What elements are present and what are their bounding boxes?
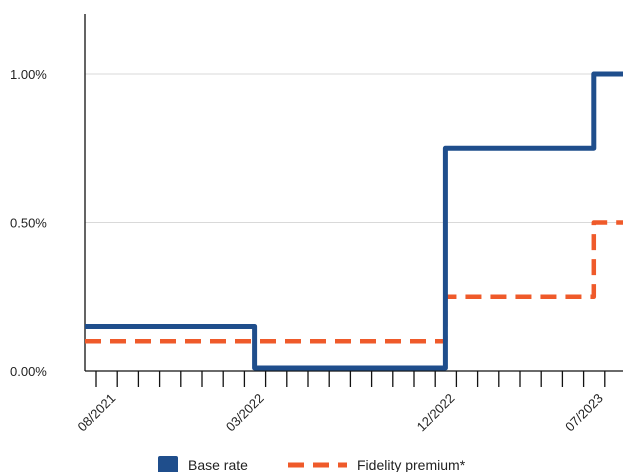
x-tick-label: 08/2021 (74, 391, 118, 435)
base-rate-line (85, 71, 623, 371)
x-tick-label: 03/2022 (223, 391, 267, 435)
y-tick-label: 0.00% (10, 364, 47, 379)
grid (85, 73, 623, 223)
x-tick-label: 07/2023 (562, 391, 606, 435)
legend-swatch-base-rate (158, 456, 178, 472)
legend-label-base-rate: Base rate (188, 457, 248, 472)
x-tick-label: 12/2022 (414, 391, 458, 435)
legend: Base rate Fidelity premium* (158, 456, 466, 472)
axes (84, 14, 623, 387)
y-tick-label: 0.50% (10, 216, 47, 231)
series-lines (85, 71, 623, 371)
y-tick-label: 1.00% (10, 67, 47, 82)
legend-label-fidelity-premium: Fidelity premium* (357, 457, 466, 472)
fidelity-premium-line (85, 220, 623, 344)
